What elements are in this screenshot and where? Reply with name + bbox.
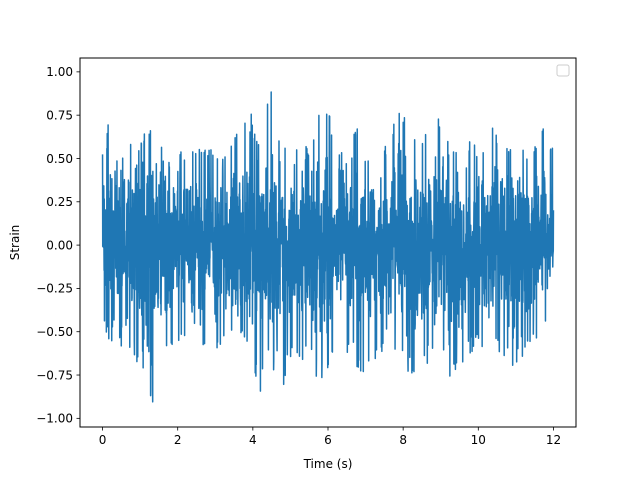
x-axis: 0 2 4 6 8 10 12 <box>99 427 561 447</box>
strain-series-line <box>101 91 555 403</box>
y-tick-label: 1.00 <box>46 65 73 79</box>
x-tick-label: 4 <box>249 433 257 447</box>
x-tick-label: 0 <box>99 433 107 447</box>
plot-area <box>101 91 555 403</box>
y-tick-label: −0.50 <box>36 325 73 339</box>
x-tick-label: 2 <box>174 433 182 447</box>
x-tick-label: 6 <box>324 433 332 447</box>
y-tick-label: −1.00 <box>36 412 73 426</box>
y-tick-label: −0.75 <box>36 368 73 382</box>
y-axis: −1.00 −0.75 −0.50 −0.25 0.00 0.25 0.50 0.75 1.00 <box>36 65 80 426</box>
x-axis-label: Time (s) <box>303 457 353 471</box>
x-tick-label: 8 <box>399 433 407 447</box>
y-tick-label: −0.25 <box>36 282 73 296</box>
legend-box <box>556 64 570 77</box>
y-tick-label: 0.25 <box>46 195 73 209</box>
x-tick-label: 12 <box>546 433 561 447</box>
y-tick-label: 0.50 <box>46 152 73 166</box>
y-tick-label: 0.00 <box>46 238 73 252</box>
series-group <box>101 91 555 403</box>
y-axis-label: Strain <box>8 225 22 261</box>
x-tick-label: 10 <box>471 433 486 447</box>
y-tick-label: 0.75 <box>46 108 73 122</box>
